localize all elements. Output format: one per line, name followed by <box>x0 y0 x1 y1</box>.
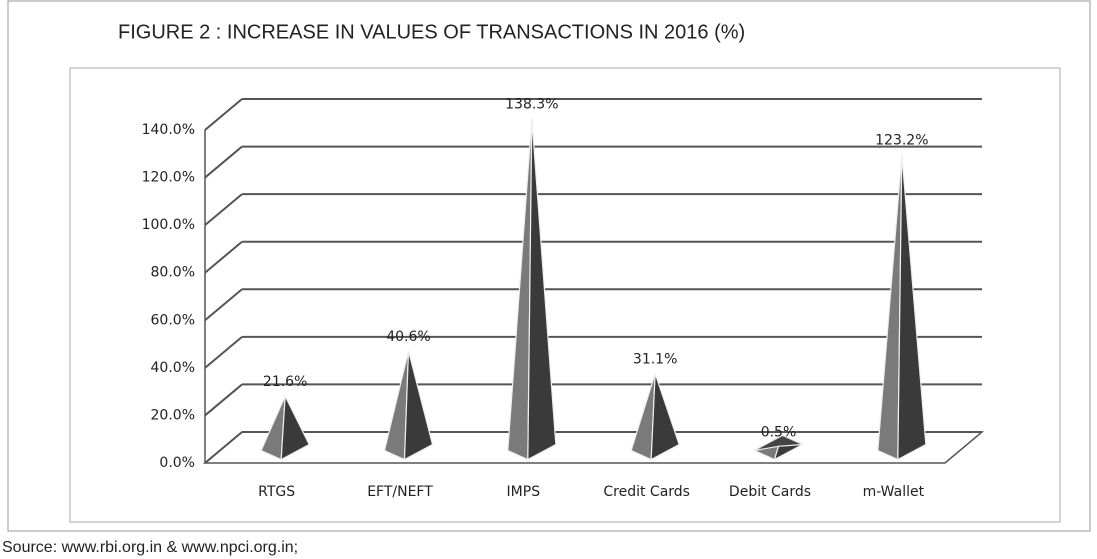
grid-line <box>204 288 243 322</box>
y-tick-label: 20.0% <box>151 407 195 423</box>
x-tick-label: IMPS <box>507 484 541 500</box>
y-tick-label: 80.0% <box>151 265 195 281</box>
data-label: 21.6% <box>263 374 307 390</box>
source-note: Source: www.rbi.org.in & www.npci.org.in… <box>2 539 298 556</box>
y-tick-label: 140.0% <box>142 122 195 138</box>
x-tick-label: RTGS <box>258 484 295 500</box>
pyramid <box>506 118 557 461</box>
data-label: 138.3% <box>505 97 558 113</box>
y-tick-label: 100.0% <box>142 217 195 233</box>
pyramid-right-face <box>897 154 927 461</box>
grid-line <box>204 145 243 179</box>
plot-frame <box>69 67 1061 523</box>
pyramid-right-face <box>773 443 803 461</box>
y-tick-label: 40.0% <box>151 360 195 376</box>
grid-line <box>204 240 243 274</box>
x-tick-label: m-Wallet <box>863 484 925 500</box>
pyramid-right-face <box>280 393 310 461</box>
data-label: 31.1% <box>633 352 677 368</box>
pyramid <box>876 154 927 461</box>
data-label: 0.5% <box>761 424 797 440</box>
x-tick-label: EFT/NEFT <box>367 484 433 500</box>
grid-line <box>204 336 243 369</box>
pyramid <box>752 434 804 461</box>
x-tick-label: Credit Cards <box>603 484 690 500</box>
pyramid-right-face <box>527 118 557 461</box>
x-tick-label: Debit Cards <box>729 484 811 500</box>
chart-title: FIGURE 2 : INCREASE IN VALUES OF TRANSAC… <box>118 21 745 43</box>
y-tick-label: 120.0% <box>142 170 195 186</box>
data-label: 40.6% <box>386 329 430 345</box>
pyramid-right-face <box>403 350 434 461</box>
pyramid <box>630 373 681 461</box>
pyramid <box>260 393 311 461</box>
floor <box>202 431 985 464</box>
y-tick-label: 0.0% <box>159 455 195 471</box>
grid-line <box>204 98 243 131</box>
outer-frame <box>7 0 1091 532</box>
grid-line <box>204 193 243 226</box>
grid-line <box>204 383 243 417</box>
data-label: 123.2% <box>875 132 928 148</box>
pyramid <box>383 350 434 461</box>
pyramid-right-face <box>650 373 680 461</box>
y-tick-label: 60.0% <box>151 312 195 328</box>
grid-line <box>204 431 243 464</box>
